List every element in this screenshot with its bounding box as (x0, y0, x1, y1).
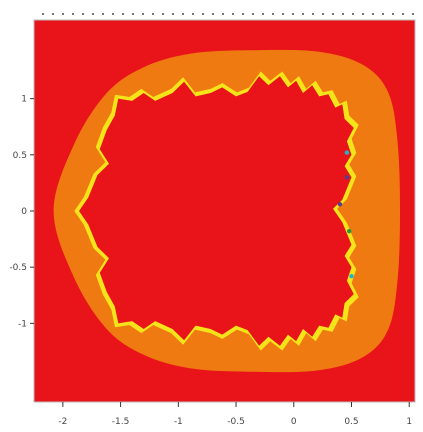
top-axis-dot (292, 13, 294, 15)
boundary-accent (346, 229, 352, 234)
top-axis-dot (72, 13, 74, 15)
y-axis: -1 -0.5 0 0.5 1 (9, 95, 34, 329)
top-axis-dot (92, 13, 94, 15)
plot-area (34, 20, 415, 402)
x-tick-label: -0.5 (227, 417, 245, 427)
top-axis-dot (162, 13, 164, 15)
top-axis-dot (412, 13, 414, 15)
x-axis: -2 -1.5 -1 -0.5 0 0.5 1 (58, 402, 412, 427)
boundary-accent (349, 273, 354, 279)
top-axis-dot (212, 13, 214, 15)
top-axis-dot (342, 13, 344, 15)
top-axis-dot (102, 13, 104, 15)
y-tick-label: 0.5 (13, 151, 27, 161)
boundary-accent (337, 202, 343, 207)
boundary-accent (344, 175, 350, 180)
top-axis-dot (312, 13, 314, 15)
interior-region (79, 76, 354, 346)
top-axis-dot (332, 13, 334, 15)
y-tick-label: 1 (21, 95, 27, 105)
top-axis-dot (112, 13, 114, 15)
y-tick-label: -1 (18, 319, 27, 329)
x-tick-label: 0 (291, 417, 297, 427)
top-axis-dot (242, 13, 244, 15)
x-tick-label: -1 (174, 417, 183, 427)
top-axis-dot (262, 13, 264, 15)
top-axis-dot (382, 13, 384, 15)
x-tick-label: 0.5 (344, 417, 358, 427)
top-axis-dot (202, 13, 204, 15)
top-axis-dot (132, 13, 134, 15)
top-axis-dot (142, 13, 144, 15)
top-axis-dots (42, 13, 414, 15)
top-axis-dot (122, 13, 124, 15)
top-axis-dot (282, 13, 284, 15)
top-axis-dot (352, 13, 354, 15)
top-axis-dot (192, 13, 194, 15)
top-axis-dot (252, 13, 254, 15)
top-axis-dot (322, 13, 324, 15)
boundary-accents (337, 150, 354, 279)
y-tick-label: -0.5 (9, 263, 27, 273)
top-axis-dot (372, 13, 374, 15)
boundary-accent (344, 150, 350, 155)
top-axis-dot (52, 13, 54, 15)
top-axis-dot (182, 13, 184, 15)
top-axis-dot (152, 13, 154, 15)
top-axis-dot (62, 13, 64, 15)
top-axis-dot (302, 13, 304, 15)
top-axis-dot (362, 13, 364, 15)
top-axis-dot (402, 13, 404, 15)
x-tick-label: 1 (406, 417, 412, 427)
x-tick-label: -1.5 (112, 417, 130, 427)
top-axis-dot (392, 13, 394, 15)
x-tick-label: -2 (58, 417, 67, 427)
top-axis-dot (42, 13, 44, 15)
top-axis-dot (222, 13, 224, 15)
y-tick-label: 0 (21, 207, 27, 217)
top-axis-dot (82, 13, 84, 15)
top-axis-dot (232, 13, 234, 15)
top-axis-dot (272, 13, 274, 15)
top-axis-dot (172, 13, 174, 15)
